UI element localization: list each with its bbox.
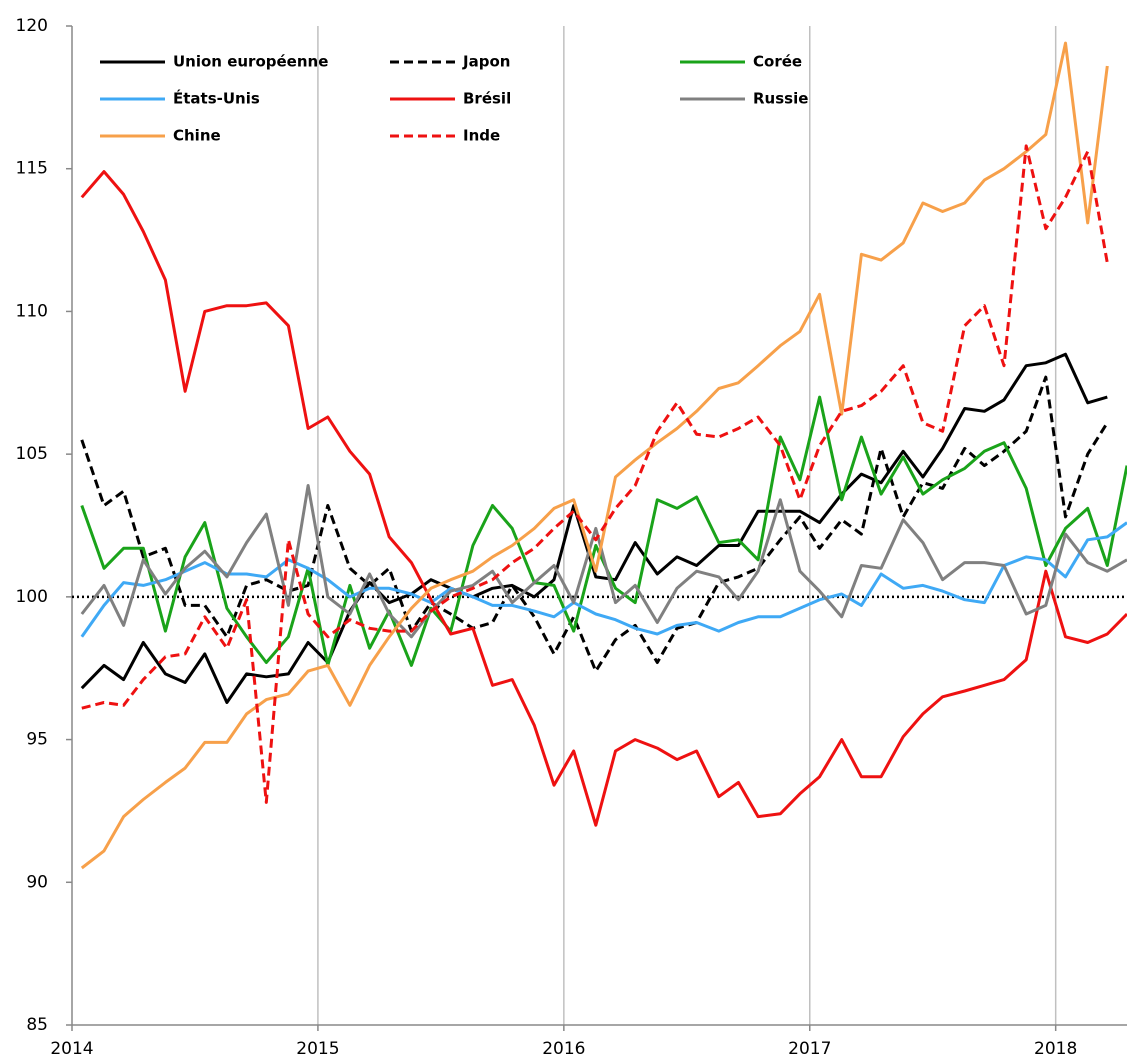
series-line: [80, 352, 1108, 704]
x-tick-label: 2018: [1034, 1039, 1077, 1059]
y-tick-label: 95: [26, 730, 48, 750]
legend-label: Brésil: [463, 90, 511, 108]
series-line: [80, 170, 1127, 827]
y-tick-label: 115: [16, 159, 48, 179]
y-tick-label: 110: [16, 301, 48, 321]
series-line: [80, 484, 1127, 639]
legend-label: Japon: [462, 53, 510, 71]
x-tick-label: 2017: [788, 1039, 831, 1059]
y-tick-label: 120: [16, 16, 48, 36]
series-line: [81, 144, 1109, 804]
legend-label: États-Unis: [173, 89, 260, 108]
series-line: [80, 521, 1127, 638]
legend-label: Union européenne: [173, 53, 328, 71]
y-tick-label: 85: [26, 1015, 48, 1035]
y-tick-label: 105: [16, 444, 48, 464]
legend-label: Chine: [173, 127, 221, 145]
y-tick-label: 100: [16, 587, 48, 607]
series-line: [80, 375, 1109, 673]
x-tick-label: 2016: [542, 1039, 585, 1059]
legend-label: Corée: [753, 53, 802, 71]
legend-label: Inde: [463, 127, 500, 145]
x-tick-label: 2014: [50, 1039, 93, 1059]
x-tick-label: 2015: [296, 1039, 339, 1059]
legend-label: Russie: [753, 90, 808, 108]
y-tick-label: 90: [26, 872, 48, 892]
series-line: [80, 41, 1109, 870]
